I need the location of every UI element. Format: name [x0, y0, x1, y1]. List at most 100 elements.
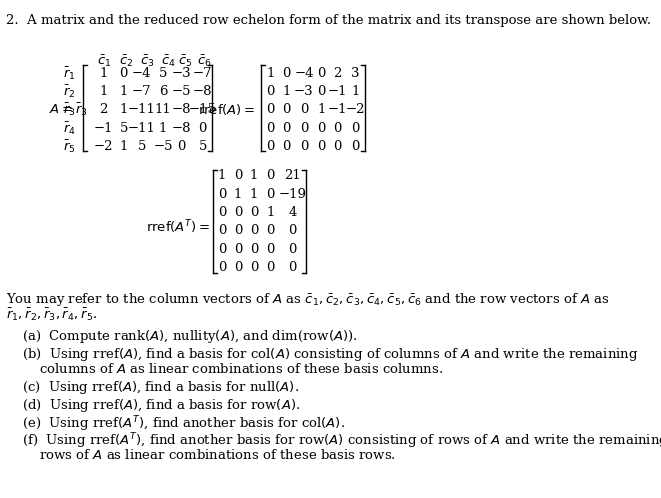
Text: 0: 0	[317, 85, 326, 98]
Text: 1: 1	[234, 188, 242, 201]
Text: 0: 0	[282, 140, 290, 153]
Text: $\bar{r}_4$: $\bar{r}_4$	[63, 120, 76, 136]
Text: 0: 0	[234, 206, 242, 219]
Text: 1: 1	[282, 85, 290, 98]
Text: $\bar{r}_1$: $\bar{r}_1$	[63, 65, 76, 82]
Text: 5: 5	[159, 67, 167, 80]
Text: 0: 0	[198, 122, 207, 134]
Text: 0: 0	[217, 188, 226, 201]
Text: rows of $A$ as linear combinations of these basis rows.: rows of $A$ as linear combinations of th…	[39, 448, 396, 462]
Text: columns of $A$ as linear combinations of these basis columns.: columns of $A$ as linear combinations of…	[39, 362, 444, 376]
Text: −8: −8	[193, 85, 212, 98]
Text: −1: −1	[328, 104, 348, 117]
Text: 0: 0	[120, 67, 128, 80]
Text: $\bar{c}_4$: $\bar{c}_4$	[161, 53, 175, 69]
Text: −8: −8	[172, 122, 191, 134]
Text: 0: 0	[333, 122, 342, 134]
Text: 1: 1	[317, 104, 326, 117]
Text: 0: 0	[250, 224, 258, 237]
Text: 0: 0	[299, 104, 308, 117]
Text: −4: −4	[294, 67, 313, 80]
Text: −1: −1	[94, 122, 113, 134]
Text: 0: 0	[288, 224, 297, 237]
Text: (e)  Using rref$(A^T)$, find another basis for col$(A)$.: (e) Using rref$(A^T)$, find another basi…	[22, 414, 344, 433]
Text: (d)  Using rref$(A)$, find a basis for row$(A)$.: (d) Using rref$(A)$, find a basis for ro…	[22, 396, 300, 413]
Text: 0: 0	[317, 140, 326, 153]
Text: 0: 0	[250, 243, 258, 255]
Text: 1: 1	[120, 140, 128, 153]
Text: 1: 1	[99, 67, 108, 80]
Text: 0: 0	[266, 104, 275, 117]
Text: −19: −19	[278, 188, 306, 201]
Text: 0: 0	[351, 140, 360, 153]
Text: 0: 0	[266, 188, 274, 201]
Text: 0: 0	[288, 261, 297, 274]
Text: 0: 0	[282, 104, 290, 117]
Text: $\bar{c}_3$: $\bar{c}_3$	[139, 53, 154, 69]
Text: (f)  Using rref$(A^T)$, find another basis for row$(A)$ consisting of rows of $A: (f) Using rref$(A^T)$, find another basi…	[22, 431, 661, 451]
Text: 1: 1	[351, 85, 360, 98]
Text: 0: 0	[282, 122, 290, 134]
Text: 2: 2	[99, 104, 108, 117]
Text: −11: −11	[128, 122, 156, 134]
Text: −4: −4	[132, 67, 151, 80]
Text: 5: 5	[120, 122, 128, 134]
Text: 0: 0	[250, 261, 258, 274]
Text: −8: −8	[172, 104, 191, 117]
Text: 0: 0	[266, 122, 275, 134]
Text: 1: 1	[266, 67, 275, 80]
Text: −11: −11	[128, 104, 156, 117]
Text: 3: 3	[351, 67, 360, 80]
Text: 0: 0	[299, 140, 308, 153]
Text: $\mathrm{rref}(A^T) =$: $\mathrm{rref}(A^T) =$	[146, 218, 210, 236]
Text: 4: 4	[288, 206, 297, 219]
Text: 5: 5	[198, 140, 207, 153]
Text: 1: 1	[120, 85, 128, 98]
Text: 0: 0	[333, 140, 342, 153]
Text: 1: 1	[250, 188, 258, 201]
Text: $\bar{c}_6$: $\bar{c}_6$	[197, 53, 212, 69]
Text: −5: −5	[153, 140, 173, 153]
Text: 0: 0	[217, 243, 226, 255]
Text: 0: 0	[317, 122, 326, 134]
Text: $\bar{r}_2$: $\bar{r}_2$	[63, 83, 76, 100]
Text: 0: 0	[266, 85, 275, 98]
Text: 6: 6	[159, 85, 167, 98]
Text: 0: 0	[317, 67, 326, 80]
Text: $\mathrm{rref}(A) =$: $\mathrm{rref}(A) =$	[198, 103, 256, 118]
Text: You may refer to the column vectors of $A$ as $\bar{c}_1, \bar{c}_2, \bar{c}_3, : You may refer to the column vectors of $…	[7, 291, 610, 308]
Text: −7: −7	[132, 85, 151, 98]
Text: −2: −2	[94, 140, 113, 153]
Text: 1: 1	[217, 169, 226, 182]
Text: −1: −1	[328, 85, 348, 98]
Text: $\bar{c}_2$: $\bar{c}_2$	[118, 53, 133, 69]
Text: 0: 0	[250, 206, 258, 219]
Text: $\bar{c}_5$: $\bar{c}_5$	[178, 53, 193, 69]
Text: 0: 0	[217, 261, 226, 274]
Text: 0: 0	[266, 261, 274, 274]
Text: 1: 1	[99, 85, 108, 98]
Text: 0: 0	[234, 261, 242, 274]
Text: (a)  Compute rank$(A)$, nullity$(A)$, and dim(row$(A)$).: (a) Compute rank$(A)$, nullity$(A)$, and…	[22, 328, 357, 345]
Text: 0: 0	[234, 243, 242, 255]
Text: 1: 1	[159, 122, 167, 134]
Text: 21: 21	[284, 169, 301, 182]
Text: 2: 2	[333, 67, 342, 80]
Text: −3: −3	[172, 67, 192, 80]
Text: 0: 0	[299, 122, 308, 134]
Text: −7: −7	[193, 67, 213, 80]
Text: 2.  A matrix and the reduced row echelon form of the matrix and its transpose ar: 2. A matrix and the reduced row echelon …	[7, 14, 652, 27]
Text: 1: 1	[250, 169, 258, 182]
Text: 0: 0	[351, 122, 360, 134]
Text: 0: 0	[266, 169, 274, 182]
Text: $\bar{r}_3$: $\bar{r}_3$	[63, 102, 76, 118]
Text: −5: −5	[172, 85, 191, 98]
Text: $\bar{c}_1$: $\bar{c}_1$	[97, 53, 112, 69]
Text: (c)  Using rref$(A)$, find a basis for null$(A)$.: (c) Using rref$(A)$, find a basis for nu…	[22, 379, 299, 396]
Text: 1: 1	[266, 206, 274, 219]
Text: 0: 0	[288, 243, 297, 255]
Text: 0: 0	[282, 67, 290, 80]
Text: (b)  Using rref$(A)$, find a basis for col$(A)$ consisting of columns of $A$ and: (b) Using rref$(A)$, find a basis for co…	[22, 346, 638, 363]
Text: 0: 0	[217, 206, 226, 219]
Text: 11: 11	[155, 104, 171, 117]
